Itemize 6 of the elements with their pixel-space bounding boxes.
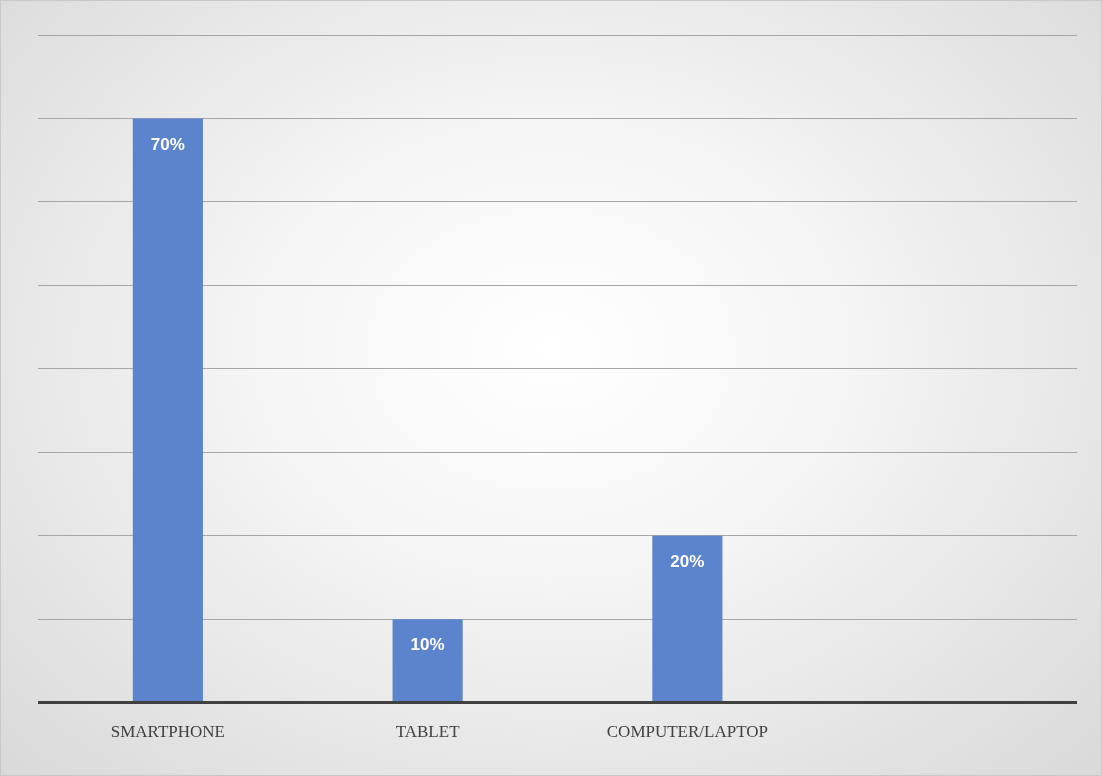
data-label: 10% <box>410 635 445 655</box>
x-tick-label: SMARTPHONE <box>110 722 225 742</box>
x-tick-label: TABLET <box>395 722 461 742</box>
data-label: 70% <box>150 134 185 154</box>
data-label: 20% <box>670 551 705 571</box>
x-tick-label: COMPUTER/LAPTOP <box>606 722 768 742</box>
